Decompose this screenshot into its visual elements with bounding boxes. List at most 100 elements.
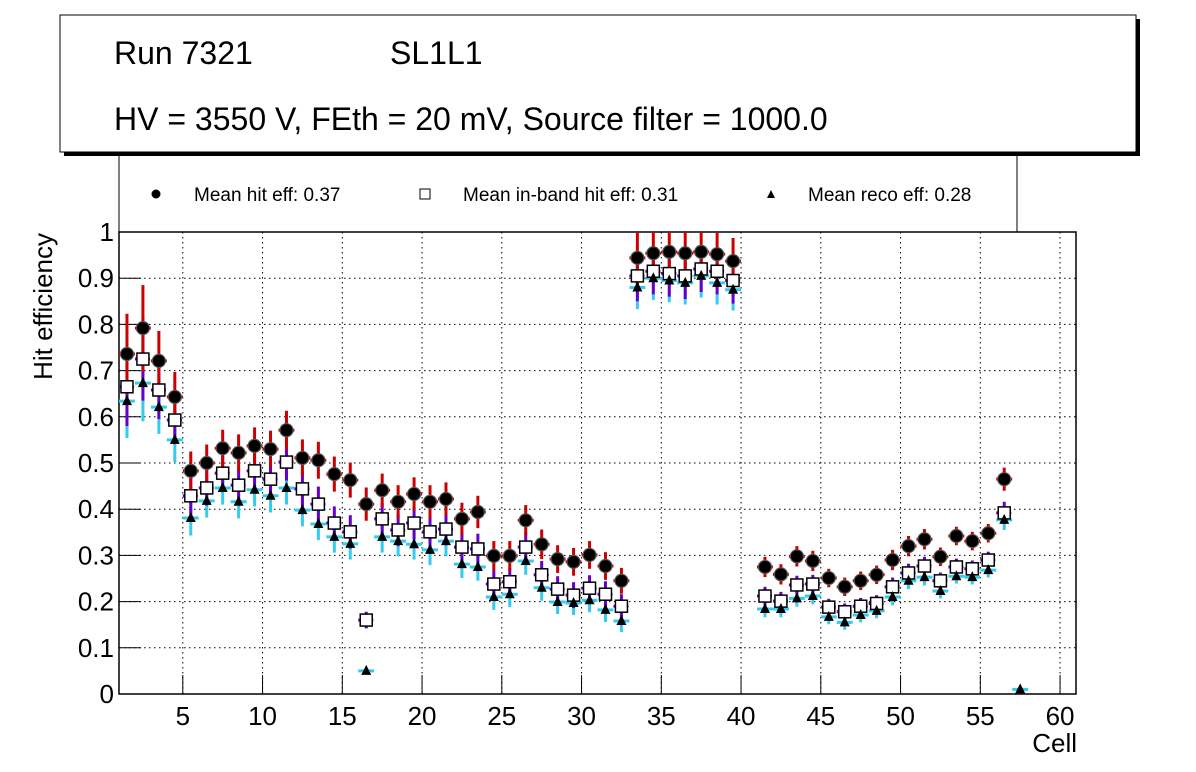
data-point-reco [153,401,164,412]
data-point-inband [471,542,485,556]
data-point-hit [247,438,262,454]
data-point-hit [199,455,214,471]
y-tick-label: 0.6 [78,402,114,432]
data-point-reco [935,584,946,595]
data-point-inband [359,613,373,627]
data-point-hit [391,494,406,509]
legend-marker-inband [419,188,431,200]
data-point-hit [279,423,294,438]
data-point-reco [903,574,914,585]
data-point-inband [614,599,629,613]
y-tick-label: 0.8 [78,309,114,339]
data-point-inband [710,264,724,279]
data-point-hit [598,558,613,574]
data-point-hit [997,472,1012,487]
data-point-reco [791,592,802,603]
data-point-hit [933,549,948,564]
data-point-hit [853,573,868,588]
data-point-inband [407,516,421,530]
data-point-reco [393,535,404,546]
data-point-reco [807,590,818,601]
data-point-reco [632,281,643,292]
y-tick-label: 0.5 [78,448,114,478]
data-point-reco [664,274,675,285]
data-point-hit [167,389,182,405]
data-point-reco [1015,683,1026,694]
data-point-reco [855,608,866,619]
data-point-reco [137,377,148,388]
data-point-inband [343,525,358,539]
data-point-reco [201,494,212,505]
x-tick-label: 30 [567,701,596,731]
y-tick-label: 0.3 [78,540,114,570]
data-point-reco [919,571,930,582]
data-point-reco [728,283,739,294]
data-point-reco [249,483,260,494]
legend-marker-reco [767,190,775,198]
x-tick-label: 15 [328,701,357,731]
data-markers [119,244,1026,694]
data-point-hit [869,567,884,582]
data-point-hit [311,453,326,468]
data-point-reco [345,537,356,548]
data-point-inband [806,577,820,591]
data-point-reco [504,588,515,599]
data-point-inband [790,578,804,592]
x-tick-label: 45 [806,701,835,731]
x-tick-label: 55 [966,701,995,731]
data-point-reco [520,554,531,565]
data-point-hit [725,254,741,269]
y-tick-label: 0.9 [78,263,114,293]
x-tick-label: 40 [727,701,756,731]
data-point-reco [712,276,723,287]
data-point-reco [552,596,563,607]
data-point-hit [486,548,501,563]
data-point-hit [295,450,310,466]
data-point-inband [439,522,453,536]
data-point-inband [455,540,469,554]
title-box-overlay: Run 7321 SL1L1 HV = 3550 V, FEth = 20 mV… [59,14,1140,156]
data-point-hit [470,504,485,520]
data-point-reco [121,395,132,406]
data-point-reco [967,571,978,582]
data-point-hit [422,494,438,509]
data-point-inband [917,559,932,573]
data-point-hit [534,537,549,552]
data-point-inband [582,581,597,595]
data-point-reco [983,564,994,575]
axes: 00.10.20.30.40.50.60.70.80.915 10 15 20 25 30… [78,217,1077,731]
data-point-hit [151,353,166,368]
data-point-inband [327,516,342,530]
data-point-hit [566,554,581,569]
data-point-reco [999,513,1010,524]
data-point-hit [981,526,996,541]
data-point-hit [263,442,278,457]
grid [119,232,1076,694]
data-point-reco [329,530,340,541]
data-point-inband [311,497,326,511]
data-point-inband [120,380,134,394]
data-point-reco [233,495,244,506]
data-point-hit [789,549,804,564]
data-point-inband [758,589,772,603]
data-point-reco [536,581,547,592]
data-point-hit [917,532,932,547]
data-point-hit [327,466,342,482]
data-point-reco [169,433,180,444]
data-point-inband [423,525,437,539]
data-point-hit [614,573,629,588]
data-point-inband [598,587,613,601]
data-point-hit [630,250,645,265]
title-run-overlay: Run 7321 [114,35,253,71]
data-point-inband [295,482,310,496]
legend-label-reco: Mean reco eff: 0.28 [808,185,971,206]
data-point-reco [488,590,499,601]
y-tick-label: 0.1 [78,633,114,663]
data-point-reco [951,570,962,581]
data-point-reco [759,602,770,613]
y-tick-label: 0.7 [78,356,114,386]
legend-label-inband: Mean in-band hit eff: 0.31 [463,185,678,206]
y-tick-label: 0 [100,679,114,709]
data-point-reco [823,610,834,621]
